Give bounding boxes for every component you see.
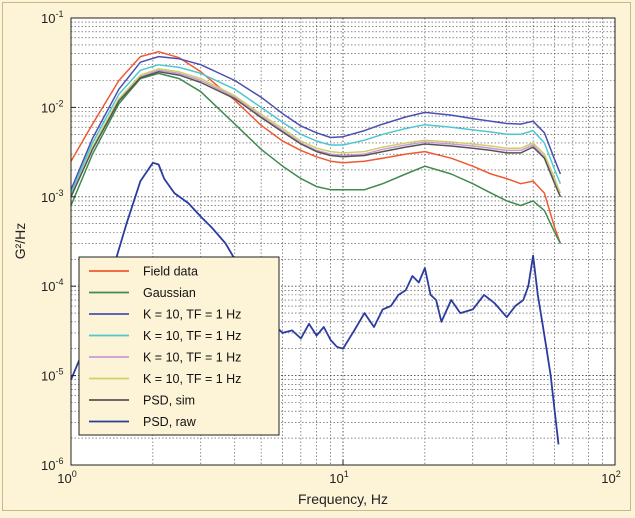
y-tick-label: 10-4 xyxy=(41,277,63,294)
legend-label: K = 10, TF = 1 Hz xyxy=(143,351,241,365)
legend-label: PSD, sim xyxy=(143,394,195,408)
legend-label: K = 10, TF = 1 Hz xyxy=(143,372,241,386)
chart-frame: 100 101 102 10-6 10-5 10-4 10-3 10-2 10-1 Field … xyxy=(2,2,631,511)
legend-label: K = 10, TF = 1 Hz xyxy=(143,329,241,343)
legend-label: Gaussian xyxy=(143,286,196,300)
series-line-3 xyxy=(70,55,562,190)
y-axis-label: G²/Hz xyxy=(12,223,28,260)
psd-chart: 100 101 102 10-6 10-5 10-4 10-3 10-2 10-1 Field … xyxy=(12,9,621,507)
series-layer xyxy=(70,50,562,445)
y-tick-label: 10-6 xyxy=(41,456,63,473)
legend-label: Field data xyxy=(143,265,198,279)
y-tick-label: 10-2 xyxy=(41,98,63,115)
y-tick-label: 10-5 xyxy=(41,367,63,384)
series-line-7 xyxy=(70,71,562,198)
x-tick-label: 102 xyxy=(601,469,620,486)
y-tick-label: 10-3 xyxy=(41,188,63,205)
series-line-4 xyxy=(70,63,562,194)
x-tick-label: 100 xyxy=(57,469,76,486)
series-line-5 xyxy=(70,69,562,198)
series-line-6 xyxy=(70,68,562,198)
legend: Field data Gaussian K = 10, TF = 1 Hz K = 1… xyxy=(78,256,280,436)
legend-box xyxy=(78,256,280,436)
legend-label: K = 10, TF = 1 Hz xyxy=(143,308,241,322)
legend-label: PSD, raw xyxy=(143,415,197,429)
x-tick-label: 101 xyxy=(329,469,348,486)
series-line-1 xyxy=(70,50,562,244)
series-line-2 xyxy=(70,72,562,244)
y-tick-label: 10-1 xyxy=(41,9,63,26)
x-axis-label: Frequency, Hz xyxy=(298,491,388,507)
series-line-8 xyxy=(70,161,560,445)
tick-layer: 100 101 102 10-6 10-5 10-4 10-3 10-2 10-1 xyxy=(41,9,621,486)
